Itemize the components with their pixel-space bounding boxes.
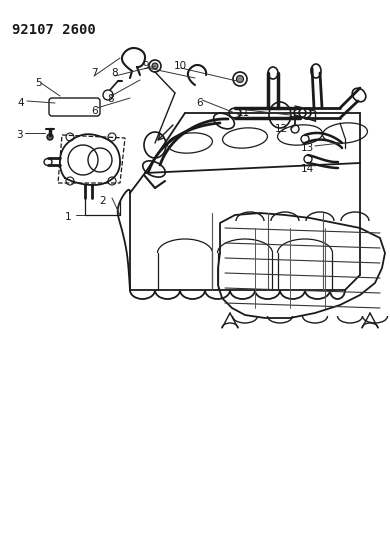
Text: 6: 6 bbox=[197, 98, 203, 108]
Text: 6: 6 bbox=[92, 106, 98, 116]
Text: 3: 3 bbox=[16, 130, 22, 140]
Circle shape bbox=[47, 134, 53, 140]
Text: 7: 7 bbox=[91, 68, 98, 78]
Text: 5: 5 bbox=[35, 78, 41, 88]
Circle shape bbox=[236, 76, 243, 83]
FancyBboxPatch shape bbox=[49, 98, 100, 116]
Text: 1: 1 bbox=[65, 212, 71, 222]
Text: 13: 13 bbox=[300, 143, 314, 153]
Text: 2: 2 bbox=[100, 196, 106, 206]
Text: 92107 2600: 92107 2600 bbox=[12, 23, 96, 37]
Text: 8: 8 bbox=[112, 68, 118, 78]
Text: 9: 9 bbox=[143, 61, 149, 71]
Text: 12: 12 bbox=[275, 124, 288, 134]
Circle shape bbox=[152, 63, 158, 69]
Text: 10: 10 bbox=[174, 61, 186, 71]
Text: 4: 4 bbox=[18, 98, 24, 108]
Text: 14: 14 bbox=[300, 164, 314, 174]
Text: 11: 11 bbox=[236, 108, 250, 118]
Text: 8: 8 bbox=[108, 94, 114, 104]
